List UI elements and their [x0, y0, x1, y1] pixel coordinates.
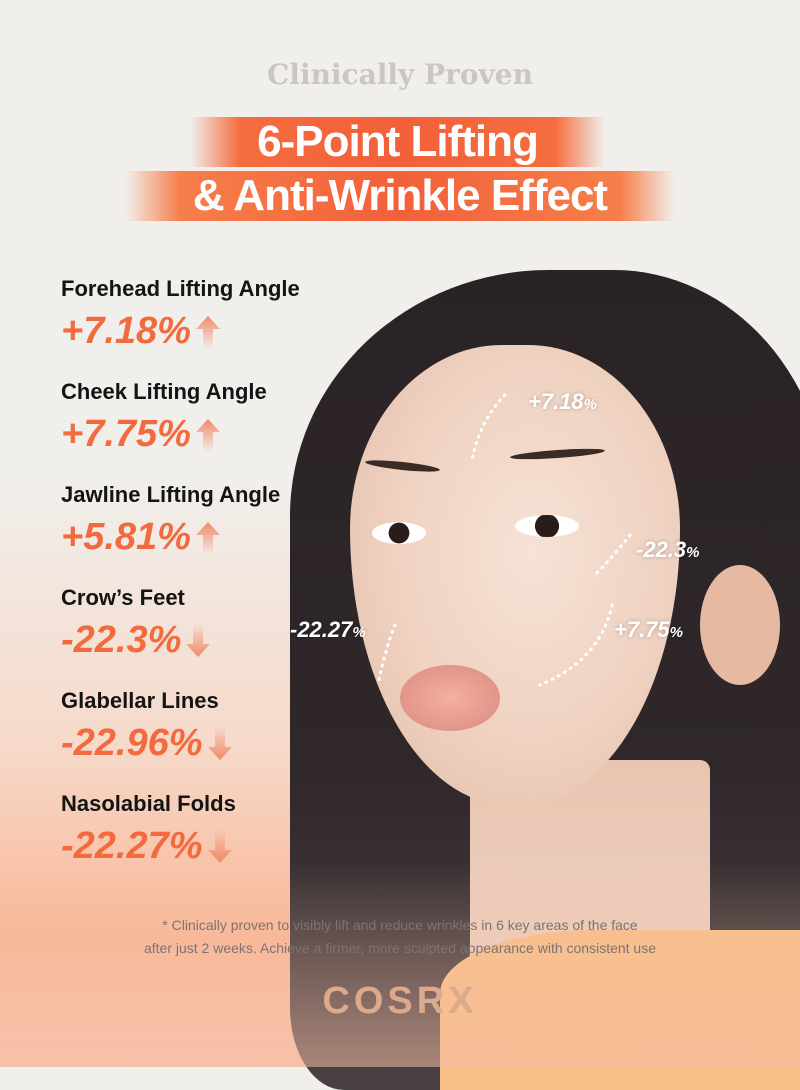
stat-label: Jawline Lifting Angle [61, 482, 281, 507]
stat-forehead: Forehead Lifting Angle +7.18% [61, 276, 300, 379]
stat-glabellar: Glabellar Lines -22.96% [61, 688, 300, 791]
footnote-line-1: * Clinically proven to visibly lift and … [162, 917, 638, 933]
face-label-nasolabial: -22.27% [290, 617, 366, 643]
arrow-down-icon [207, 726, 232, 760]
stat-value: -22.96% [61, 722, 203, 764]
stat-value: -22.3% [61, 619, 182, 661]
cheek-guide [538, 603, 614, 687]
face-label-unit: % [583, 396, 598, 413]
footnote-line-2: after just 2 weeks. Achieve a firmer, mo… [143, 940, 657, 956]
arrow-down-icon [186, 623, 211, 657]
eye-right [515, 515, 579, 537]
face-label-forehead: +7.18% [528, 389, 597, 415]
nasolabial-guide [376, 623, 397, 687]
face-label-cheek: +7.75% [614, 617, 683, 643]
stat-jawline: Jawline Lifting Angle +5.81% [61, 482, 300, 585]
stat-nasolabial: Nasolabial Folds -22.27% [61, 791, 300, 894]
stat-label: Cheek Lifting Angle [61, 379, 267, 404]
arrow-up-icon [195, 521, 220, 555]
stat-label: Crow’s Feet [61, 585, 185, 610]
stat-cheek: Cheek Lifting Angle +7.75% [61, 379, 300, 482]
face-label-unit: % [686, 544, 700, 561]
dotted-guides [0, 0, 800, 1067]
bottom-fade [0, 860, 800, 1067]
arrow-up-icon [195, 418, 220, 452]
stat-crows-feet: Crow’s Feet -22.3% [61, 585, 300, 688]
face-label-number: -22.3 [636, 537, 687, 562]
face-label-number: +7.75 [614, 617, 670, 642]
eye-left [372, 522, 426, 544]
arrow-down-icon [207, 829, 232, 863]
stats-list: Forehead Lifting Angle +7.18% Cheek Lift… [61, 276, 300, 894]
face-label-unit: % [669, 624, 684, 641]
stat-value: +7.75% [61, 413, 191, 455]
subtitle: Clinically Proven [267, 58, 533, 91]
face [350, 345, 680, 805]
stat-label: Nasolabial Folds [61, 791, 236, 816]
footnote: * Clinically proven to visibly lift and … [0, 914, 800, 960]
model-photo [0, 270, 800, 1090]
face-label-crows-feet: -22.3% [636, 537, 700, 563]
lips [400, 665, 500, 731]
face-label-number: -22.27 [290, 617, 353, 642]
stat-value: +5.81% [61, 516, 191, 558]
title-line-2: & Anti-Wrinkle Effect [125, 171, 675, 221]
crows-feet-guide [593, 533, 632, 577]
brand-logo: COSRX [322, 980, 478, 1022]
face-label-unit: % [352, 624, 366, 641]
ear [700, 565, 780, 685]
stat-label: Forehead Lifting Angle [61, 276, 300, 301]
stat-label: Glabellar Lines [61, 688, 219, 713]
title-line-1: 6-Point Lifting [190, 117, 605, 167]
stat-value: -22.27% [61, 825, 203, 867]
arrow-up-icon [195, 315, 220, 349]
stat-value: +7.18% [61, 310, 191, 352]
face-label-number: +7.18 [528, 389, 584, 414]
forehead-guide [470, 393, 507, 462]
